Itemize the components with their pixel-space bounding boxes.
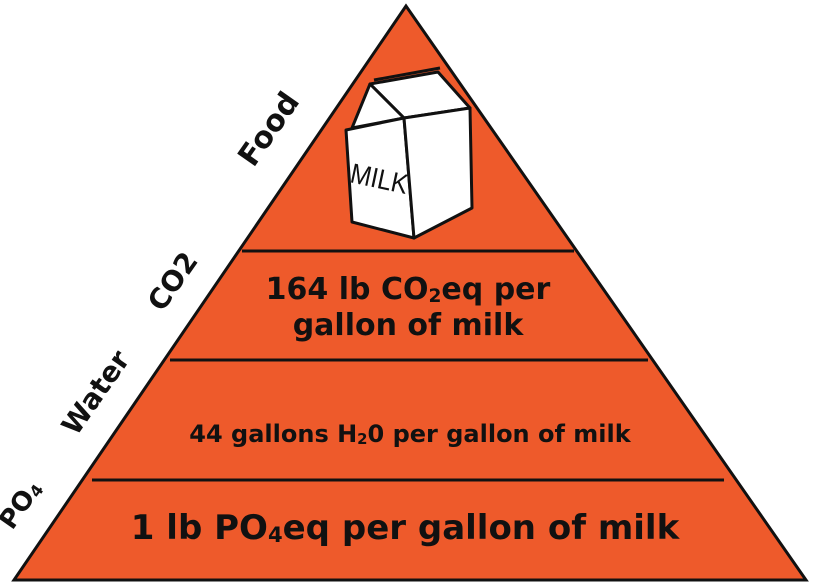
milk-carton-icon <box>344 66 474 240</box>
tier-co2-text: 164 lb CO2eq per gallon of milk <box>230 272 586 344</box>
tier-co2-line1: 164 lb CO2eq per <box>265 272 551 307</box>
pyramid-shape <box>11 3 809 582</box>
tier-po4-text: 1 lb PO4eq per gallon of milk <box>130 508 680 548</box>
tier-co2-line2: gallon of milk <box>292 308 524 344</box>
tier-water-text: 44 gallons H20 per gallon of milk <box>189 420 631 449</box>
